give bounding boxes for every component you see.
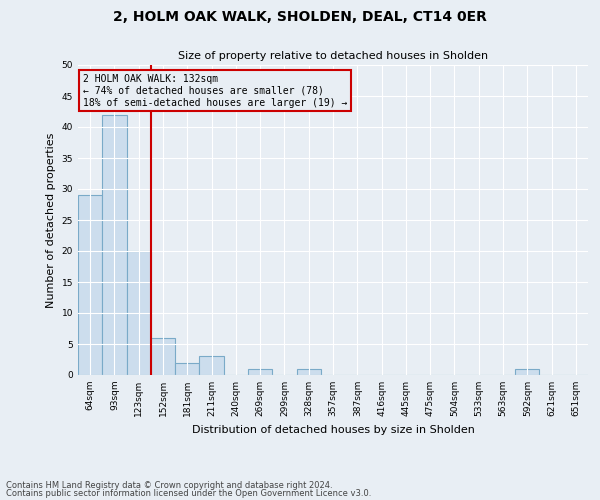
- Bar: [248, 369, 272, 375]
- Bar: [78, 195, 102, 375]
- Bar: [151, 338, 175, 375]
- Text: 2 HOLM OAK WALK: 132sqm
← 74% of detached houses are smaller (78)
18% of semi-de: 2 HOLM OAK WALK: 132sqm ← 74% of detache…: [83, 74, 347, 108]
- Bar: [127, 251, 151, 375]
- Text: Contains public sector information licensed under the Open Government Licence v3: Contains public sector information licen…: [6, 488, 371, 498]
- Bar: [515, 369, 539, 375]
- Text: Contains HM Land Registry data © Crown copyright and database right 2024.: Contains HM Land Registry data © Crown c…: [6, 481, 332, 490]
- Bar: [199, 356, 224, 375]
- Title: Size of property relative to detached houses in Sholden: Size of property relative to detached ho…: [178, 52, 488, 62]
- Bar: [175, 362, 199, 375]
- Bar: [102, 114, 127, 375]
- Y-axis label: Number of detached properties: Number of detached properties: [46, 132, 56, 308]
- Bar: [296, 369, 321, 375]
- Text: 2, HOLM OAK WALK, SHOLDEN, DEAL, CT14 0ER: 2, HOLM OAK WALK, SHOLDEN, DEAL, CT14 0E…: [113, 10, 487, 24]
- X-axis label: Distribution of detached houses by size in Sholden: Distribution of detached houses by size …: [191, 424, 475, 434]
